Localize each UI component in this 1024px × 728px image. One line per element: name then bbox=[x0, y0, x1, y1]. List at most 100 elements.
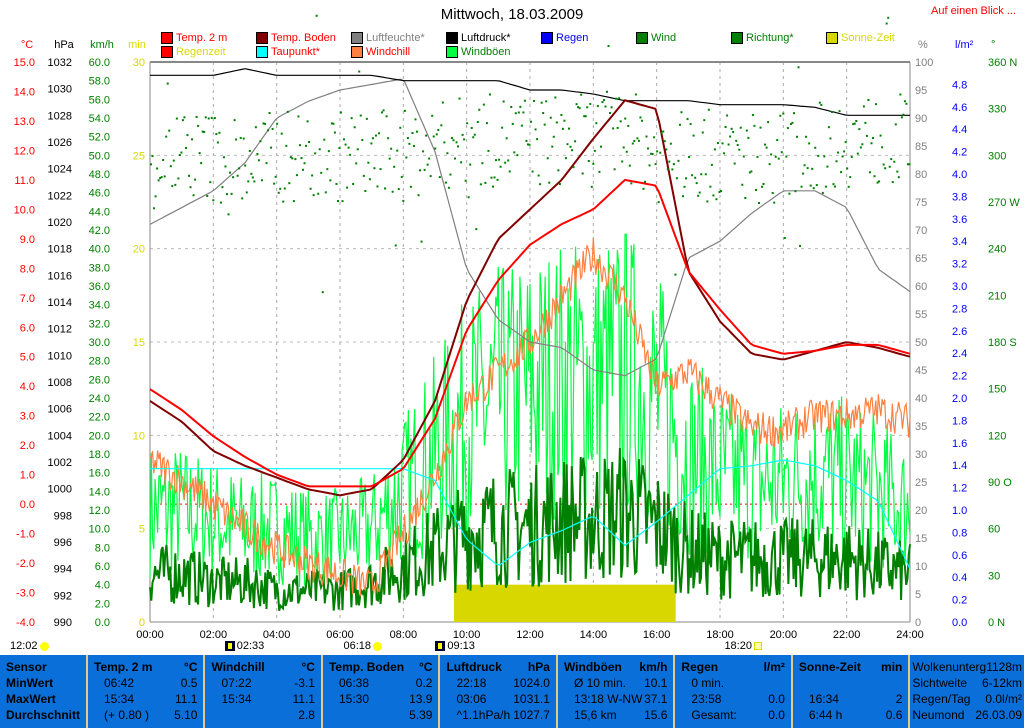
legend-item: Luftdruck* bbox=[446, 32, 511, 44]
wind-direction-dot bbox=[704, 173, 707, 176]
stat-windchill: Windchill °C 07:22 -3.1 15:34 11.1 2.8 bbox=[205, 655, 323, 728]
wind-direction-dot bbox=[498, 158, 501, 161]
astro-marker: 12:02 bbox=[10, 640, 49, 652]
col-title: Luftdruck bbox=[446, 660, 502, 674]
wind-direction-dot bbox=[400, 175, 403, 178]
axis-tick-rain: 2.6 bbox=[952, 326, 967, 338]
wind-direction-dot bbox=[630, 182, 633, 185]
wind-direction-dot bbox=[654, 163, 657, 166]
axis-tick-humidity: 85 bbox=[915, 141, 927, 153]
wind-direction-dot bbox=[530, 120, 532, 123]
legend-item: Windböen bbox=[446, 46, 511, 58]
wind-direction-dot bbox=[294, 158, 297, 161]
axis-tick-wind: 34.0 bbox=[89, 300, 110, 312]
axis-tick-rain: 2.4 bbox=[952, 348, 967, 360]
wind-direction-dot bbox=[479, 183, 482, 186]
wind-direction-dot bbox=[505, 137, 508, 140]
wind-direction-dot bbox=[499, 165, 502, 168]
info-label: Sichtweite bbox=[912, 676, 968, 690]
stat-druck: Luftdruck hPa 22:18 1024.0 03:06 1031.1 ^1.1hP… bbox=[440, 655, 558, 728]
stat-time: Gesamt: bbox=[691, 708, 737, 722]
wind-direction-dot bbox=[745, 129, 748, 132]
axis-tick-wind: 36.0 bbox=[89, 281, 110, 293]
wind-direction-dot bbox=[884, 167, 887, 170]
axis-tick-rain: 2.0 bbox=[952, 393, 967, 405]
wind-direction-dot bbox=[552, 135, 555, 138]
wind-direction-dot bbox=[516, 154, 519, 157]
wind-direction-dot bbox=[554, 96, 557, 99]
wind-direction-dot bbox=[473, 133, 476, 136]
wind-direction-dot bbox=[710, 163, 713, 166]
legend-swatch-icon bbox=[351, 32, 363, 44]
page-title: Mittwoch, 18.03.2009 bbox=[440, 6, 584, 23]
wind-direction-dot bbox=[735, 139, 738, 142]
wind-direction-dot bbox=[191, 138, 194, 141]
wind-direction-dot bbox=[487, 149, 490, 152]
wind-direction-dot bbox=[484, 181, 487, 184]
wind-direction-dot bbox=[786, 127, 789, 130]
wind-direction-dot bbox=[327, 150, 330, 153]
wind-direction-dot bbox=[195, 115, 198, 118]
wind-direction-dot bbox=[374, 134, 377, 137]
wind-direction-dot bbox=[560, 113, 563, 116]
wind-direction-dot bbox=[210, 116, 213, 119]
wind-direction-dot bbox=[607, 45, 610, 48]
axis-tick-wind: 44.0 bbox=[89, 206, 110, 218]
legend-swatch-icon bbox=[541, 32, 553, 44]
info-value: 0.0l/m² bbox=[985, 692, 1023, 706]
wind-direction-dot bbox=[321, 291, 324, 294]
stat-sonne: Sonne-Zeit min 16:34 2 6:44 h 0.6 bbox=[793, 655, 911, 728]
wind-direction-dot bbox=[578, 107, 581, 110]
wind-direction-dot bbox=[685, 177, 688, 180]
wind-direction-dot bbox=[399, 126, 402, 129]
wind-direction-dot bbox=[265, 162, 268, 165]
wind-direction-dot bbox=[244, 164, 247, 167]
wind-direction-dot bbox=[695, 182, 698, 185]
wind-direction-dot bbox=[352, 182, 355, 185]
wind-direction-dot bbox=[870, 142, 873, 145]
wind-direction-dot bbox=[888, 165, 891, 168]
wind-direction-dot bbox=[417, 194, 420, 197]
wind-direction-dot bbox=[583, 115, 586, 118]
wind-direction-dot bbox=[713, 148, 716, 151]
axis-tick-rain: 0.4 bbox=[952, 572, 967, 584]
wind-direction-dot bbox=[323, 138, 326, 141]
wind-direction-dot bbox=[536, 138, 539, 141]
wind-direction-dot bbox=[336, 200, 339, 203]
wind-direction-dot bbox=[897, 176, 900, 179]
axis-tick-wind: 6.0 bbox=[95, 561, 110, 573]
wind-direction-dot bbox=[589, 102, 592, 105]
sensor-header: Sensor bbox=[6, 660, 47, 674]
wind-direction-dot bbox=[241, 197, 244, 200]
wind-direction-dot bbox=[317, 192, 320, 195]
marker-time: 09:13 bbox=[447, 640, 475, 652]
wind-direction-dot bbox=[151, 155, 154, 158]
wind-direction-dot bbox=[691, 174, 694, 177]
col-unit: °C bbox=[418, 660, 433, 674]
wind-direction-dot bbox=[344, 143, 347, 146]
axis-tick-pressure: 996 bbox=[54, 537, 72, 549]
sun-icon bbox=[373, 641, 383, 651]
axis-tick-rain: 1.0 bbox=[952, 505, 967, 517]
wind-direction-dot bbox=[732, 130, 735, 133]
wind-direction-dot bbox=[660, 131, 663, 134]
wind-direction-dot bbox=[602, 99, 605, 102]
wind-direction-dot bbox=[627, 124, 630, 127]
at-a-glance-link[interactable]: Auf einen Blick ... bbox=[931, 5, 1016, 17]
wind-direction-dot bbox=[703, 119, 706, 122]
wind-direction-dot bbox=[606, 90, 608, 93]
axis-tick-direction: 210 bbox=[988, 290, 1006, 302]
legend-swatch-icon bbox=[351, 46, 363, 58]
wind-direction-dot bbox=[159, 177, 162, 180]
axis-tick-pressure: 998 bbox=[54, 510, 72, 522]
max-label: MaxWert bbox=[6, 692, 56, 706]
wind-direction-dot bbox=[343, 138, 346, 141]
wind-direction-dot bbox=[651, 153, 654, 156]
wind-direction-dot bbox=[461, 133, 464, 136]
wind-direction-dot bbox=[361, 138, 364, 141]
series-taupunkt- bbox=[150, 459, 911, 570]
axis-tick-rain: 3.8 bbox=[952, 191, 967, 203]
axis-tick-humidity: 40 bbox=[915, 393, 927, 405]
wind-direction-dot bbox=[592, 162, 595, 165]
wind-direction-dot bbox=[364, 189, 367, 192]
